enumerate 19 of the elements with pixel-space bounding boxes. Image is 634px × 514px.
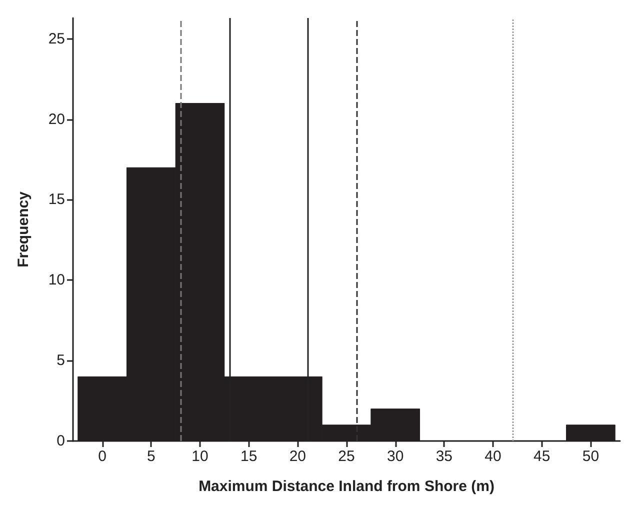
y-tick-label: 15 xyxy=(48,191,65,208)
y-tick-label: 10 xyxy=(48,272,65,289)
y-tick-label: 20 xyxy=(48,110,65,128)
x-axis-title: Maximum Distance Inland from Shore (m) xyxy=(198,478,494,495)
x-tick-label: 5 xyxy=(146,448,156,465)
x-tick-label: 50 xyxy=(582,448,600,465)
y-tick-label: 0 xyxy=(56,432,65,450)
x-tick-label: 25 xyxy=(338,448,355,465)
x-tick-label: 20 xyxy=(289,448,306,465)
x-tick-label: 10 xyxy=(192,448,208,465)
x-tick-label: 35 xyxy=(436,448,453,465)
x-tick-label: 40 xyxy=(484,448,502,465)
x-tick-label: 45 xyxy=(534,448,550,465)
x-tick-label: 0 xyxy=(98,448,106,465)
y-axis-title: Frequency xyxy=(15,190,32,268)
y-tick-label: 25 xyxy=(48,30,65,48)
x-tick-label: 30 xyxy=(386,448,404,465)
y-tick-label: 5 xyxy=(56,352,65,370)
x-tick-label: 15 xyxy=(240,448,258,465)
